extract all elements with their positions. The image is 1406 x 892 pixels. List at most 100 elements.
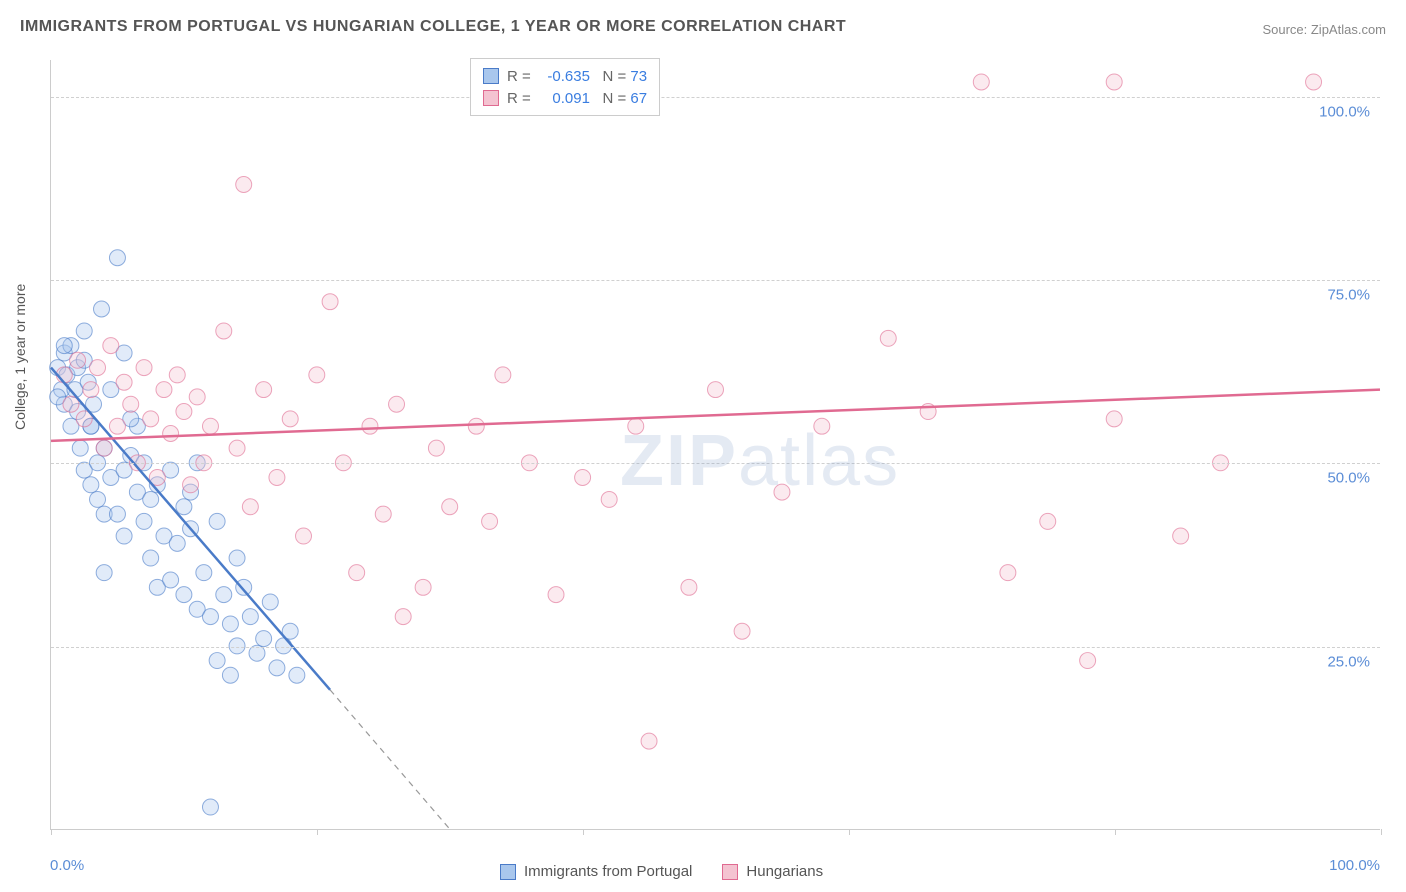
legend-row: R = 0.091 N = 67	[483, 87, 647, 109]
xtick-label-right: 100.0%	[1329, 857, 1380, 874]
data-point	[468, 418, 484, 434]
data-point	[681, 579, 697, 595]
data-point	[575, 469, 591, 485]
data-point	[143, 491, 159, 507]
data-point	[601, 491, 617, 507]
correlation-legend: R = -0.635 N = 73 R = 0.091 N = 67	[470, 58, 660, 116]
data-point	[814, 418, 830, 434]
ytick-label: 50.0%	[1327, 470, 1370, 487]
xtick-label-left: 0.0%	[50, 857, 84, 874]
data-point	[1306, 74, 1322, 90]
data-point	[1000, 565, 1016, 581]
data-point	[548, 587, 564, 603]
legend-label: Hungarians	[746, 863, 823, 880]
data-point	[83, 382, 99, 398]
data-point	[309, 367, 325, 383]
data-point	[169, 535, 185, 551]
ytick-label: 100.0%	[1319, 103, 1370, 120]
data-point	[109, 418, 125, 434]
source-label: Source: ZipAtlas.com	[1262, 22, 1386, 37]
data-point	[94, 301, 110, 317]
data-point	[415, 579, 431, 595]
data-point	[169, 367, 185, 383]
gridline	[51, 647, 1380, 648]
data-point	[973, 74, 989, 90]
data-point	[375, 506, 391, 522]
data-point	[90, 360, 106, 376]
data-point	[269, 469, 285, 485]
xtick	[583, 829, 584, 835]
data-point	[196, 565, 212, 581]
data-point	[163, 426, 179, 442]
legend-swatch	[483, 90, 499, 106]
data-point	[216, 587, 232, 603]
data-point	[1106, 411, 1122, 427]
data-point	[236, 579, 252, 595]
legend-swatch	[722, 864, 738, 880]
data-point	[734, 623, 750, 639]
data-point	[389, 396, 405, 412]
legend-label: Immigrants from Portugal	[524, 863, 692, 880]
data-point	[442, 499, 458, 515]
legend-text: R = 0.091 N = 67	[507, 90, 647, 107]
data-point	[96, 440, 112, 456]
data-point	[96, 565, 112, 581]
chart-svg	[51, 60, 1380, 829]
legend-row: R = -0.635 N = 73	[483, 65, 647, 87]
data-point	[349, 565, 365, 581]
legend-text: R = -0.635 N = 73	[507, 68, 647, 85]
data-point	[136, 513, 152, 529]
gridline	[51, 97, 1380, 98]
data-point	[143, 411, 159, 427]
data-point	[1040, 513, 1056, 529]
data-point	[256, 382, 272, 398]
data-point	[236, 177, 252, 193]
data-point	[76, 323, 92, 339]
gridline	[51, 463, 1380, 464]
gridline	[51, 280, 1380, 281]
data-point	[176, 404, 192, 420]
data-point	[628, 418, 644, 434]
xtick	[1381, 829, 1382, 835]
data-point	[395, 609, 411, 625]
legend-swatch	[483, 68, 499, 84]
data-point	[229, 440, 245, 456]
data-point	[116, 528, 132, 544]
chart-title: IMMIGRANTS FROM PORTUGAL VS HUNGARIAN CO…	[20, 18, 846, 36]
data-point	[176, 587, 192, 603]
data-point	[83, 477, 99, 493]
trend-line-extension	[330, 690, 450, 829]
data-point	[428, 440, 444, 456]
data-point	[156, 382, 172, 398]
data-point	[495, 367, 511, 383]
data-point	[163, 572, 179, 588]
data-point	[482, 513, 498, 529]
ytick-label: 25.0%	[1327, 653, 1370, 670]
xtick	[51, 829, 52, 835]
data-point	[90, 491, 106, 507]
data-point	[183, 477, 199, 493]
legend-item: Hungarians	[722, 863, 823, 880]
data-point	[209, 653, 225, 669]
data-point	[269, 660, 285, 676]
data-point	[880, 330, 896, 346]
plot-area: 25.0% 50.0% 75.0% 100.0%	[50, 60, 1380, 830]
data-point	[296, 528, 312, 544]
data-point	[209, 513, 225, 529]
data-point	[1080, 653, 1096, 669]
ytick-label: 75.0%	[1327, 287, 1370, 304]
data-point	[242, 499, 258, 515]
data-point	[202, 609, 218, 625]
data-point	[202, 799, 218, 815]
data-point	[222, 616, 238, 632]
data-point	[56, 338, 72, 354]
xtick	[317, 829, 318, 835]
data-point	[322, 294, 338, 310]
data-point	[774, 484, 790, 500]
data-point	[262, 594, 278, 610]
data-point	[1106, 74, 1122, 90]
data-point	[256, 631, 272, 647]
data-point	[242, 609, 258, 625]
xtick	[1115, 829, 1116, 835]
data-point	[70, 352, 86, 368]
